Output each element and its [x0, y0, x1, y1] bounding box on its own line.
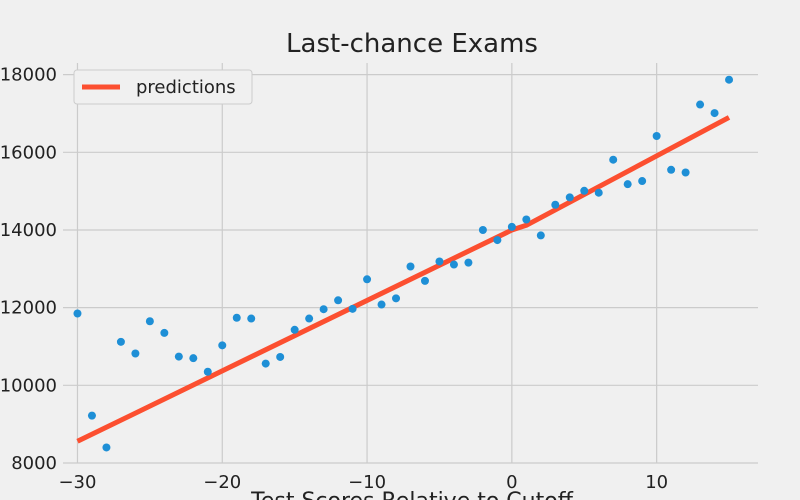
- data-point: [609, 155, 618, 164]
- data-point: [116, 337, 125, 346]
- data-point: [696, 100, 705, 109]
- data-point: [363, 275, 372, 284]
- data-point: [261, 359, 270, 368]
- data-points: [73, 75, 734, 452]
- data-point: [681, 168, 690, 177]
- data-point: [232, 313, 241, 322]
- data-point: [449, 260, 458, 269]
- chart-title: Last-chance Exams: [286, 29, 538, 59]
- data-point: [725, 75, 734, 84]
- data-point: [160, 328, 169, 337]
- y-tick-labels: 8000 10000 12000 14000 16000 18000: [0, 65, 57, 474]
- x-tick-label: −20: [203, 472, 241, 493]
- legend-label: predictions: [136, 77, 236, 98]
- data-point: [435, 257, 444, 266]
- data-point: [334, 296, 343, 305]
- y-tick-label: 16000: [0, 142, 57, 163]
- legend: predictions: [73, 69, 253, 105]
- data-point: [493, 236, 502, 245]
- x-axis-label: Test Scores Relative to Cutoff: [250, 489, 574, 500]
- data-point: [218, 341, 227, 350]
- data-point: [348, 304, 357, 313]
- x-tick-label: 0: [506, 472, 517, 493]
- data-point: [652, 132, 661, 141]
- data-point: [565, 193, 574, 202]
- data-point: [377, 300, 386, 309]
- data-point: [406, 262, 415, 271]
- legend-box: [73, 69, 253, 105]
- x-tick-labels: −30 −20 −10 0 10: [58, 472, 668, 493]
- data-point: [131, 349, 140, 358]
- data-point: [102, 443, 111, 452]
- x-tick-label: −30: [58, 472, 96, 493]
- data-point: [290, 325, 299, 334]
- prediction-line-layer: [76, 115, 731, 444]
- data-point: [507, 222, 516, 231]
- grid: [63, 63, 758, 464]
- x-tick-label: 10: [645, 472, 668, 493]
- data-point: [174, 352, 183, 361]
- x-tick-label: −10: [348, 472, 386, 493]
- data-point: [667, 165, 676, 174]
- data-point: [594, 188, 603, 197]
- data-point: [638, 177, 647, 186]
- data-point: [319, 305, 328, 314]
- y-tick-label: 8000: [11, 453, 57, 474]
- data-point: [522, 215, 531, 224]
- data-point: [420, 276, 429, 285]
- data-point: [478, 225, 487, 234]
- data-point: [551, 200, 560, 209]
- y-tick-label: 18000: [0, 65, 57, 86]
- data-point: [464, 258, 473, 267]
- data-point: [710, 109, 719, 118]
- y-tick-label: 14000: [0, 220, 57, 241]
- prediction-line: [76, 115, 731, 444]
- data-point: [247, 314, 256, 323]
- y-tick-label: 12000: [0, 298, 57, 319]
- y-tick-label: 10000: [0, 375, 57, 396]
- data-point: [189, 354, 198, 363]
- data-point: [73, 309, 82, 318]
- data-point: [87, 411, 96, 420]
- data-point: [580, 186, 589, 195]
- data-point: [203, 367, 212, 376]
- data-point: [145, 317, 154, 326]
- data-point: [276, 352, 285, 361]
- data-point: [536, 231, 545, 240]
- data-point: [392, 294, 401, 303]
- data-point: [623, 180, 632, 189]
- data-point: [305, 314, 314, 323]
